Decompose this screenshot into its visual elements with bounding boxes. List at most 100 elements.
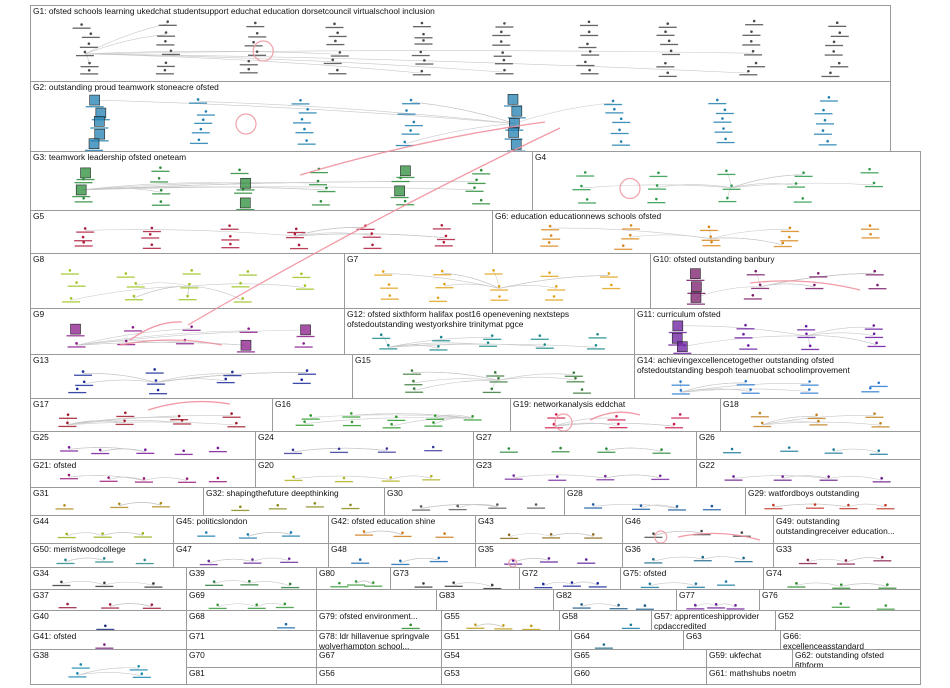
node-dot <box>103 581 106 585</box>
group-g29: G29: watfordboys outstanding <box>745 487 921 516</box>
node-name-bar <box>751 287 770 290</box>
node-dot <box>302 342 305 345</box>
group-nodes-g73 <box>414 581 502 589</box>
edge <box>293 475 391 480</box>
node-dot <box>788 226 792 230</box>
group-nodes-g64 <box>594 643 613 649</box>
node-dot <box>602 643 606 646</box>
node-dot <box>442 240 446 244</box>
node-name-bar <box>876 608 895 610</box>
edge <box>649 582 696 587</box>
node-dot <box>868 386 872 390</box>
node-dot <box>772 503 775 507</box>
node-name-bar <box>231 286 250 288</box>
node-dot <box>475 178 478 182</box>
node-dot <box>555 285 558 288</box>
edge <box>593 503 678 509</box>
node-name-bar <box>494 63 513 65</box>
node-dot <box>816 271 820 275</box>
node-name-bar <box>566 381 585 383</box>
node-dot <box>316 179 320 183</box>
edge <box>731 183 797 188</box>
node-name-bar <box>573 392 592 394</box>
node-name-bar <box>230 172 249 175</box>
node-name-bar <box>401 627 420 630</box>
node-name-bar <box>246 25 265 28</box>
node-dot <box>817 419 820 423</box>
node-dot <box>872 181 876 185</box>
group-g6: G6: education educationnews schools ofst… <box>492 210 921 254</box>
node-name-bar <box>483 587 502 589</box>
node-dot <box>694 603 697 607</box>
group-nodes-g23 <box>504 474 670 481</box>
edge <box>68 475 145 481</box>
node-dot <box>64 558 67 562</box>
node-dot <box>177 414 181 418</box>
node-name-bar <box>500 537 519 540</box>
node-name-bar <box>621 238 640 240</box>
node-name-bar <box>402 373 421 375</box>
edge <box>77 667 139 676</box>
node-dot <box>666 22 670 25</box>
edge <box>421 504 498 509</box>
node-dot <box>547 241 551 244</box>
node-name-bar <box>326 43 345 46</box>
node-name-bar <box>739 348 758 350</box>
group-nodes-g55 <box>466 623 541 630</box>
node-name-bar <box>281 586 300 589</box>
group-nodes-g48 <box>351 556 448 566</box>
node-dot <box>587 20 591 24</box>
edge <box>404 123 515 145</box>
node-name-bar <box>390 196 409 199</box>
node-name-bar <box>81 36 100 39</box>
node-dot <box>255 50 259 53</box>
edge <box>77 672 142 677</box>
node-dot <box>503 22 506 25</box>
edge <box>653 556 703 562</box>
node-dot <box>583 171 587 174</box>
node-name-bar <box>723 452 742 454</box>
node-dot <box>255 603 259 607</box>
node-name-bar <box>415 63 434 65</box>
node-dot <box>159 188 163 192</box>
node-dot <box>456 504 459 508</box>
group-g68: G68 <box>186 610 317 631</box>
node-name-bar <box>707 607 726 609</box>
node-dot <box>548 271 551 274</box>
edge <box>553 422 675 427</box>
node-dot <box>591 533 595 536</box>
node-dot <box>188 282 191 286</box>
node-dot <box>423 59 426 62</box>
group-g18: G18 <box>720 398 921 432</box>
node-dot <box>247 59 251 63</box>
node-dot <box>395 415 398 419</box>
node-dot <box>605 447 608 450</box>
node-dot <box>744 323 747 327</box>
edge <box>760 272 875 288</box>
node-dot <box>82 380 86 384</box>
node-dot <box>422 32 425 36</box>
node-name-bar <box>612 144 631 146</box>
node-dot <box>401 531 404 535</box>
group-nodes-g26 <box>723 446 888 455</box>
edge <box>457 503 498 509</box>
node-dot <box>503 68 506 72</box>
node-name-bar <box>872 481 891 483</box>
group-g50: G50: merristwoodcollege <box>30 543 174 568</box>
node-dot <box>419 505 423 508</box>
node-dot <box>868 167 871 171</box>
edge <box>499 285 557 289</box>
node-dot <box>732 475 735 478</box>
node-name-bar <box>724 479 743 481</box>
node-name-bar <box>151 170 170 172</box>
group-g8: G8 <box>30 253 345 309</box>
edge <box>67 420 125 426</box>
node-avatar <box>394 185 405 197</box>
node-name-bar <box>488 507 507 509</box>
node-avatar <box>94 128 106 140</box>
group-nodes-g77 <box>686 602 745 610</box>
node-name-bar <box>824 452 843 454</box>
node-dot <box>300 378 304 382</box>
node-dot <box>500 30 503 34</box>
node-dot <box>157 176 161 180</box>
